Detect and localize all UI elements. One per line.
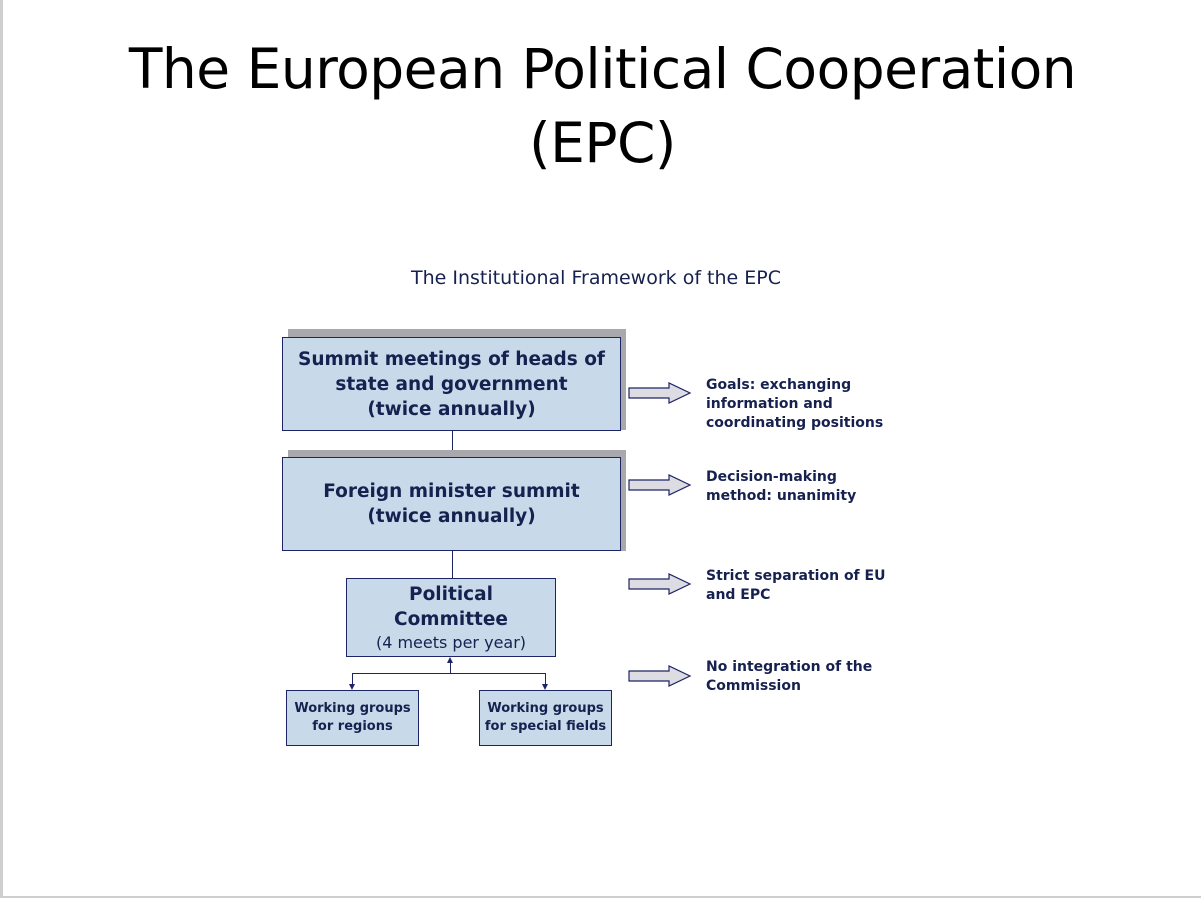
slide-left-edge — [0, 0, 3, 898]
note-commission: No integration of the Commission — [706, 658, 906, 696]
connector-summit-foreign — [452, 431, 453, 457]
diagram-title: The Institutional Framework of the EPC — [410, 267, 782, 289]
working-groups-special-box: Working groups for special fields — [479, 690, 612, 746]
note-commission-line-1: No integration of the — [706, 659, 873, 675]
working-groups-regions-box: Working groups for regions — [286, 690, 419, 746]
block-arrow-right-icon — [628, 474, 692, 496]
note-decision-line-1: Decision-making — [706, 469, 837, 485]
summit-box-line-3: (twice annually) — [367, 398, 536, 420]
arrowhead-down-regions — [349, 684, 355, 690]
foreign-box-line-2: (twice annually) — [367, 506, 536, 527]
connector-left-drop — [352, 673, 353, 684]
foreign-minister-box: Foreign minister summit (twice annually) — [282, 457, 621, 551]
note-goals-line-3: coordinating positions — [706, 415, 884, 431]
regions-box-line-1: Working groups — [294, 701, 411, 716]
slide-title-line-1: The European Political Cooperation — [128, 37, 1077, 101]
block-arrow-right-icon — [628, 665, 692, 687]
connector-horizontal-bar — [352, 673, 546, 674]
political-box-line-2: Committee — [394, 608, 508, 630]
political-box-line-3: (4 meets per year) — [375, 632, 527, 652]
special-box-line-2: for special fields — [484, 719, 607, 734]
note-separation-line-1: Strict separation of EU — [706, 568, 886, 584]
note-goals-line-2: information and — [706, 396, 833, 412]
block-arrow-right-icon — [628, 382, 692, 404]
summit-box-line-1: Summit meetings of heads of — [298, 348, 605, 370]
arrowhead-up-political — [447, 657, 453, 663]
special-box-line-1: Working groups — [487, 701, 604, 716]
note-goals-line-1: Goals: exchanging — [706, 377, 852, 393]
slide-bottom-edge — [0, 896, 1201, 898]
slide-title-line-2: (EPC) — [529, 111, 676, 175]
arrowhead-down-special — [542, 684, 548, 690]
connector-right-drop — [545, 673, 546, 684]
note-separation-line-2: and EPC — [706, 587, 771, 603]
regions-box-line-2: for regions — [312, 719, 393, 734]
note-goals: Goals: exchanging information and coordi… — [706, 376, 906, 433]
note-separation: Strict separation of EU and EPC — [706, 567, 906, 605]
note-commission-line-2: Commission — [706, 678, 801, 694]
connector-political-stem — [450, 663, 451, 673]
political-committee-box: Political Committee (4 meets per year) — [346, 578, 556, 657]
connector-foreign-political — [452, 551, 453, 578]
note-decision-making: Decision-making method: unanimity — [706, 468, 906, 506]
note-decision-line-2: method: unanimity — [706, 488, 857, 504]
political-box-line-1: Political — [409, 583, 493, 605]
summit-box: Summit meetings of heads of state and go… — [282, 337, 621, 431]
summit-box-line-2: state and government — [335, 373, 568, 395]
block-arrow-right-icon — [628, 573, 692, 595]
foreign-box-line-1: Foreign minister summit — [323, 481, 580, 502]
slide-title: The European Political Cooperation (EPC) — [0, 32, 1201, 180]
